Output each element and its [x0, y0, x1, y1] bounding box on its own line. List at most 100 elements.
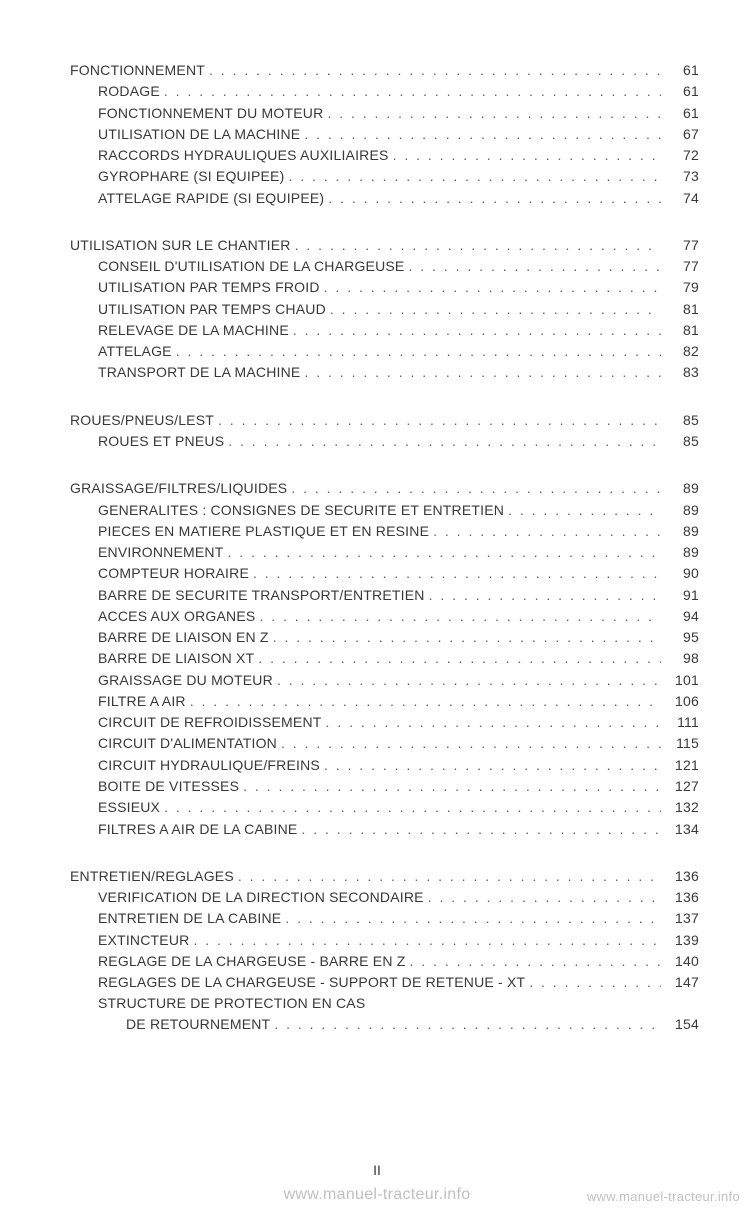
toc-item: CIRCUIT DE REFROIDISSEMENT 111 [70, 712, 699, 733]
toc-page-number: 67 [665, 124, 699, 145]
toc-title-text: EXTINCTEUR [98, 930, 189, 951]
toc-page-number: 136 [665, 887, 699, 908]
toc-page-number: 72 [665, 145, 699, 166]
toc-page-number: 89 [665, 478, 699, 499]
toc-leader [164, 797, 661, 818]
toc-item: VERIFICATION DE LA DIRECTION SECONDAIRE 1… [70, 887, 699, 908]
toc-page-number: 91 [665, 585, 699, 606]
toc-page-number: 61 [665, 103, 699, 124]
toc-item: BOITE DE VITESSES127 [70, 776, 699, 797]
toc-item: CONSEIL D'UTILISATION DE LA CHARGEUSE77 [70, 256, 699, 277]
toc-title-text: CIRCUIT DE REFROIDISSEMENT [98, 712, 322, 733]
toc-section: FONCTIONNEMENT61RODAGE61FONCTIONNEMENT D… [70, 60, 699, 209]
toc-page-number: 61 [665, 81, 699, 102]
toc-title-text: ENTRETIEN/REGLAGES [70, 866, 234, 887]
toc-section-heading: ROUES/PNEUS/LEST85 [70, 410, 699, 431]
toc-item: ATTELAGE RAPIDE (SI EQUIPEE)74 [70, 188, 699, 209]
watermark-center: www.manuel-tracteur.info [284, 1186, 471, 1204]
toc-title-text: STRUCTURE DE PROTECTION EN CAS [98, 993, 365, 1014]
toc-title-text: UTILISATION PAR TEMPS CHAUD [98, 299, 326, 320]
toc-page-number: 77 [665, 256, 699, 277]
toc-page-number: 115 [665, 733, 699, 754]
toc-page-number: 89 [665, 542, 699, 563]
toc-item: RODAGE 61 [70, 81, 699, 102]
toc-page-number: 137 [665, 908, 699, 929]
toc-page-number: 101 [665, 670, 699, 691]
toc-leader [291, 478, 661, 499]
toc-page-number: 85 [665, 431, 699, 452]
toc-leader [243, 776, 661, 797]
toc-title-text: BOITE DE VITESSES [98, 776, 239, 797]
toc-title-text: ATTELAGE RAPIDE (SI EQUIPEE) [98, 188, 324, 209]
toc-leader [259, 606, 661, 627]
toc-leader [324, 277, 661, 298]
toc-title-text: ROUES ET PNEUS [98, 431, 224, 452]
toc-page-number: 111 [665, 712, 699, 733]
toc-page-number: 139 [665, 930, 699, 951]
toc-item: EXTINCTEUR 139 [70, 930, 699, 951]
toc-item: REGLAGES DE LA CHARGEUSE - SUPPORT DE RE… [70, 972, 699, 993]
toc-title-text: BARRE DE LIAISON XT [98, 648, 254, 669]
toc-title-text: CIRCUIT D'ALIMENTATION [98, 733, 277, 754]
toc-leader [176, 341, 661, 362]
toc-leader [326, 712, 661, 733]
toc-page: FONCTIONNEMENT61RODAGE61FONCTIONNEMENT D… [0, 0, 754, 1035]
toc-item: TRANSPORT DE LA MACHINE83 [70, 362, 699, 383]
toc-leader [253, 563, 661, 584]
toc-page-number: 82 [665, 341, 699, 362]
page-number: II [0, 1162, 754, 1178]
toc-section: ROUES/PNEUS/LEST85ROUES ET PNEUS 85 [70, 410, 699, 453]
toc-leader [393, 145, 661, 166]
toc-item: ROUES ET PNEUS 85 [70, 431, 699, 452]
toc-item: ENTRETIEN DE LA CABINE137 [70, 908, 699, 929]
toc-item: UTILISATION PAR TEMPS FROID79 [70, 277, 699, 298]
toc-title-text: VERIFICATION DE LA DIRECTION SECONDAIRE [98, 887, 424, 908]
toc-title-text: COMPTEUR HORAIRE [98, 563, 249, 584]
toc-item: ACCES AUX ORGANES94 [70, 606, 699, 627]
toc-leader [327, 103, 661, 124]
toc-page-number: 81 [665, 299, 699, 320]
toc-page-number: 90 [665, 563, 699, 584]
toc-section-heading: FONCTIONNEMENT61 [70, 60, 699, 81]
toc-section-heading: GRAISSAGE/FILTRES/LIQUIDES 89 [70, 478, 699, 499]
toc-item: ESSIEUX132 [70, 797, 699, 818]
toc-item: CIRCUIT D'ALIMENTATION 115 [70, 733, 699, 754]
toc-leader [324, 755, 661, 776]
toc-leader [285, 908, 661, 929]
toc-leader [529, 972, 661, 993]
toc-item: FILTRE A AIR 106 [70, 691, 699, 712]
toc-page-number: 89 [665, 500, 699, 521]
toc-page-number: 94 [665, 606, 699, 627]
toc-leader [273, 627, 661, 648]
toc-title-text: RODAGE [98, 81, 160, 102]
toc-leader [304, 362, 661, 383]
toc-item: UTILISATION DE LA MACHINE67 [70, 124, 699, 145]
toc-leader [288, 166, 661, 187]
toc-leader [433, 521, 661, 542]
toc-page-number: 106 [665, 691, 699, 712]
toc-item: RACCORDS HYDRAULIQUES AUXILIAIRES72 [70, 145, 699, 166]
toc-page-number: 132 [665, 797, 699, 818]
toc-section-heading: ENTRETIEN/REGLAGES136 [70, 866, 699, 887]
toc-leader [274, 1014, 661, 1035]
toc-title-text: RELEVAGE DE LA MACHINE [98, 320, 289, 341]
toc-item: PIECES EN MATIERE PLASTIQUE ET EN RESINE… [70, 521, 699, 542]
toc-item: STRUCTURE DE PROTECTION EN CAS [70, 993, 699, 1014]
toc-title-text: FILTRE A AIR [98, 691, 186, 712]
toc-section: ENTRETIEN/REGLAGES136VERIFICATION DE LA … [70, 866, 699, 1035]
toc-item: BARRE DE SECURITE TRANSPORT/ENTRETIEN91 [70, 585, 699, 606]
toc-page-number: 98 [665, 648, 699, 669]
toc-title-text: PIECES EN MATIERE PLASTIQUE ET EN RESINE [98, 521, 429, 542]
toc-title-text: GRAISSAGE/FILTRES/LIQUIDES [70, 478, 287, 499]
toc-leader [228, 431, 661, 452]
toc-page-number: 77 [665, 235, 699, 256]
toc-item: REGLAGE DE LA CHARGEUSE - BARRE EN Z140 [70, 951, 699, 972]
toc-item: FILTRES A AIR DE LA CABINE134 [70, 819, 699, 840]
toc-leader [193, 930, 661, 951]
toc-title-text: GYROPHARE (SI EQUIPEE) [98, 166, 284, 187]
toc-title-text: TRANSPORT DE LA MACHINE [98, 362, 300, 383]
toc-title-text: GENERALITES : CONSIGNES DE SECURITE ET E… [98, 500, 504, 521]
toc-leader [410, 951, 662, 972]
toc-item: GENERALITES : CONSIGNES DE SECURITE ET E… [70, 500, 699, 521]
toc-leader [408, 256, 661, 277]
